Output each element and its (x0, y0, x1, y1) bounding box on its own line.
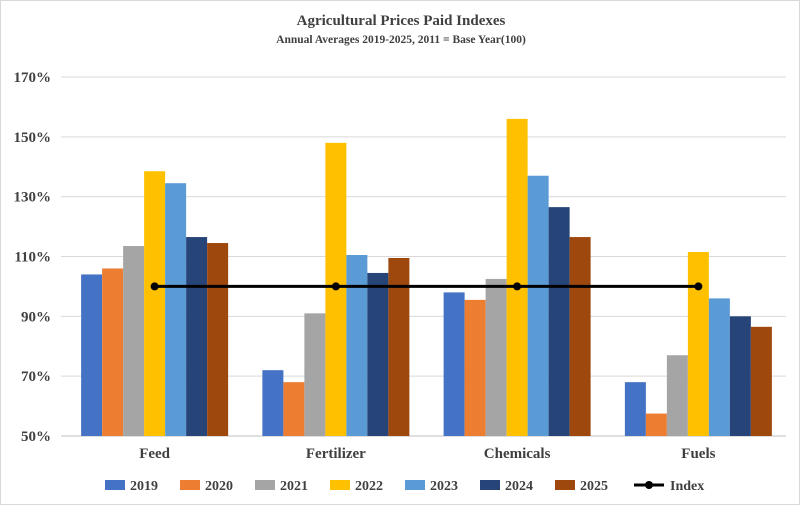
bar-2025-chemicals (569, 237, 591, 436)
x-tick-label: Fertilizer (306, 446, 366, 462)
bar-2024-fuels (729, 316, 751, 436)
legend-swatch-2021 (255, 480, 275, 490)
x-tick-label: Chemicals (484, 446, 551, 462)
chart-subtitle: Annual Averages 2019-2025, 2011 = Base Y… (276, 34, 526, 46)
bar-2025-fertilizer (388, 257, 410, 436)
legend-label: 2021 (280, 479, 308, 494)
index-point (331, 282, 340, 291)
chart-title: Agricultural Prices Paid Indexes (297, 13, 506, 29)
bar-2023-fuels (708, 298, 730, 436)
bar-2020-feed (102, 268, 124, 436)
bar-2022-feed (144, 171, 166, 437)
legend-swatch-2023 (405, 480, 425, 490)
x-tick-label: Feed (139, 446, 170, 462)
bar-2019-feed (81, 274, 103, 436)
bar-2019-fertilizer (262, 370, 284, 436)
legend-label: 2024 (505, 479, 533, 494)
legend-label: 2023 (430, 479, 458, 494)
bar-2021-fuels (666, 355, 688, 436)
bar-2024-feed (186, 237, 208, 436)
bar-2024-fertilizer (367, 272, 389, 436)
y-tick-label: 70% (21, 369, 51, 385)
bar-2020-chemicals (464, 299, 486, 436)
legend-swatch-2020 (180, 480, 200, 490)
bar-2019-chemicals (443, 292, 465, 436)
legend-swatch-2022 (330, 480, 350, 490)
legend-label: 2020 (205, 479, 233, 494)
bar-2022-fuels (687, 252, 709, 436)
legend-label: 2025 (580, 479, 608, 494)
legend-swatch-2024 (480, 480, 500, 490)
legend-swatch-2025 (555, 480, 575, 490)
legend-marker-index (645, 481, 653, 489)
bar-2021-feed (123, 246, 145, 436)
legend-label: 2019 (130, 479, 158, 494)
legend-label: Index (670, 479, 704, 494)
bar-2022-chemicals (506, 118, 528, 436)
bar-2023-fertilizer (346, 255, 368, 436)
bar-2021-fertilizer (304, 313, 326, 436)
bar-2020-fuels (645, 413, 667, 436)
legend-swatch-2019 (105, 480, 125, 490)
x-tick-label: Fuels (681, 446, 715, 462)
bar-2023-chemicals (527, 175, 549, 436)
bar-2025-fuels (750, 326, 772, 436)
y-tick-label: 130% (14, 190, 52, 206)
index-line (150, 282, 703, 291)
index-point (694, 282, 703, 291)
bar-2021-chemicals (485, 278, 507, 436)
y-axis-ticks: 50% 70% 90% 110% 130% 150% 170% (14, 70, 52, 445)
bar-2025-feed (207, 243, 229, 436)
bar-2019-fuels (624, 382, 646, 436)
x-axis-ticks: Feed Fertilizer Chemicals Fuels (139, 446, 715, 462)
index-point (513, 282, 522, 291)
bar-2024-chemicals (548, 207, 570, 436)
y-tick-label: 150% (14, 130, 52, 146)
bars (81, 118, 772, 437)
index-point (150, 282, 159, 291)
y-tick-label: 110% (14, 250, 51, 266)
bar-2020-fertilizer (283, 382, 305, 436)
legend: 2019 2020 2021 2022 2023 2024 2025 Index (105, 479, 704, 494)
y-tick-label: 50% (21, 429, 51, 445)
y-tick-label: 170% (14, 70, 52, 86)
bar-2023-feed (165, 183, 187, 436)
y-tick-label: 90% (21, 309, 51, 325)
legend-label: 2022 (355, 479, 383, 494)
